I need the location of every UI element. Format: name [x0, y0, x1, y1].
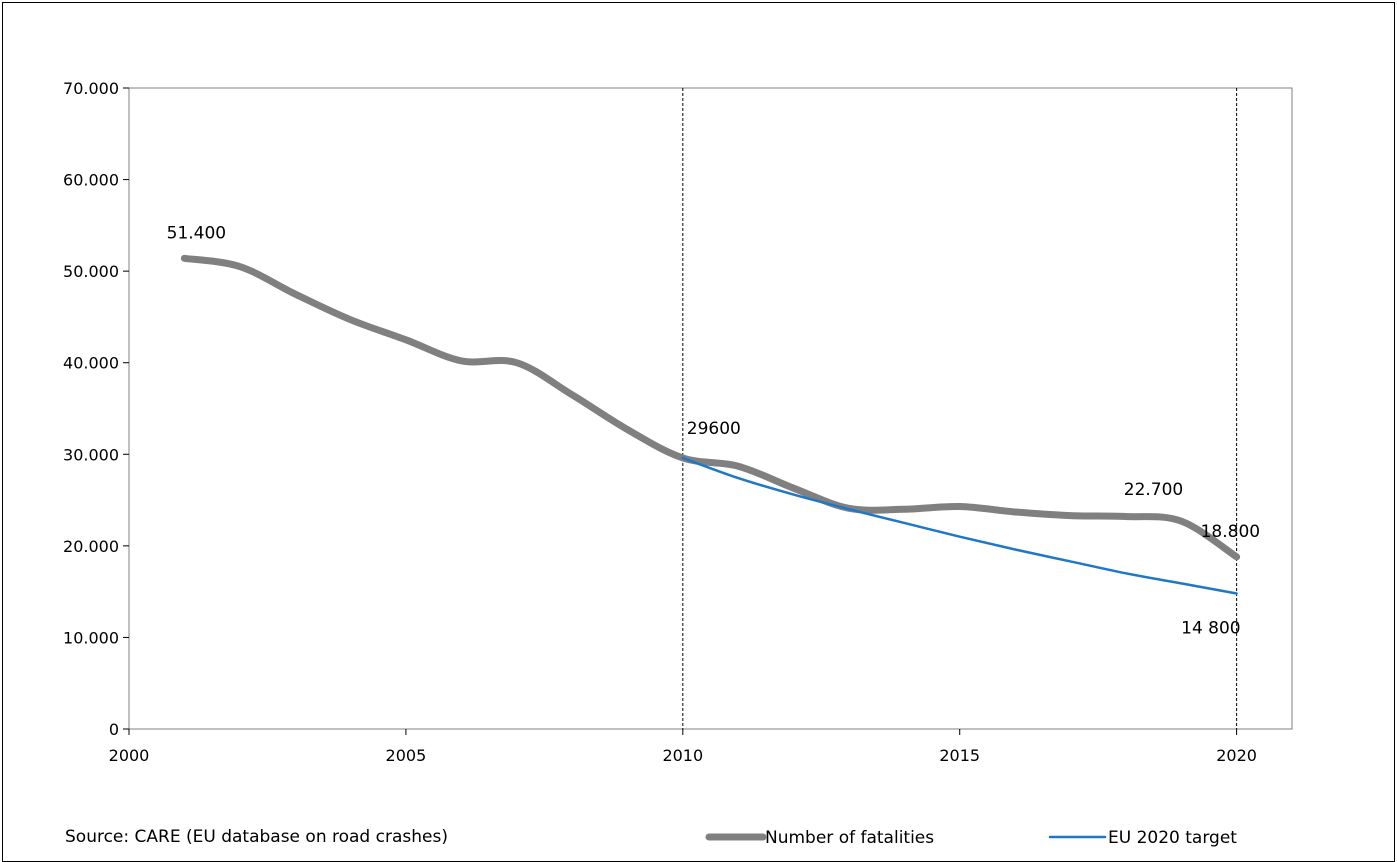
y-tick-label: 60.000: [63, 171, 119, 190]
data-label: 29600: [687, 419, 741, 439]
y-tick-label: 40.000: [63, 354, 119, 373]
data-label: 51.400: [167, 223, 226, 243]
x-tick-label: 2000: [109, 746, 150, 765]
y-tick-label: 0: [109, 720, 119, 739]
series-line-0: [180, 254, 1241, 561]
source-note: Source: CARE (EU database on road crashe…: [65, 827, 448, 847]
y-tick-label: 70.000: [63, 79, 119, 98]
legend-label-0: Number of fatalities: [765, 828, 934, 848]
line-chart: 0 10.000 20.000 30.000 40.000 50.000 60.000 70.…: [63, 79, 1293, 848]
x-tick-label: 2020: [1216, 746, 1257, 765]
y-tick-label: 20.000: [63, 537, 119, 556]
data-label: 22.700: [1124, 480, 1183, 500]
y-tick-label: 30.000: [63, 445, 119, 464]
series-line-1: [681, 456, 1238, 595]
data-label: 14 800: [1181, 618, 1240, 638]
y-tick-label: 50.000: [63, 262, 119, 281]
y-tick-label: 10.000: [63, 628, 119, 647]
plot-area-border: [128, 87, 1293, 730]
x-tick-label: 2010: [662, 746, 703, 765]
legend-label-1: EU 2020 target: [1108, 828, 1237, 848]
data-label: 18.800: [1201, 522, 1260, 542]
x-tick-label: 2005: [386, 746, 427, 765]
x-tick-label: 2015: [939, 746, 980, 765]
